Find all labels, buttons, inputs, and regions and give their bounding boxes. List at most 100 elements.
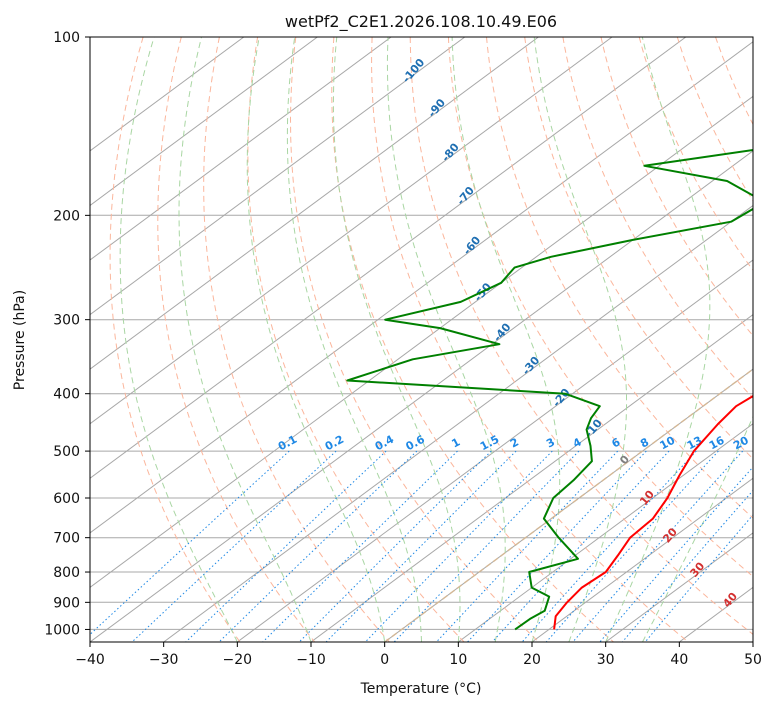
dry-adiabat: [109, 37, 241, 642]
x-axis-label: Temperature (°C): [360, 681, 482, 697]
mixing-ratio-label: 13: [685, 434, 705, 453]
adiabat-label: -80: [439, 140, 462, 164]
mixing-ratio-line: [185, 450, 387, 642]
x-tick-label: 40: [670, 652, 688, 668]
mixing-ratio-label: 0.6: [404, 433, 428, 454]
x-tick-label: 50: [744, 652, 762, 668]
mixing-ratio-line: [131, 450, 337, 642]
isotherm-line: [605, 532, 753, 642]
y-tick-label: 500: [53, 444, 80, 460]
x-tick-label: −20: [223, 652, 253, 668]
freezing-isotherm: [384, 368, 753, 642]
x-tick-label: 0: [380, 652, 389, 668]
mixing-ratio-label: 20: [731, 434, 751, 453]
isotherm-line: [90, 95, 753, 589]
mixing-ratio-label: 16: [707, 434, 727, 453]
mixing-ratio-label: 6: [610, 435, 623, 450]
mixing-ratio-line: [521, 450, 697, 642]
moist-adiabat: [386, 37, 506, 642]
y-tick-label: 200: [53, 208, 80, 224]
adiabat-label: -90: [425, 96, 448, 120]
adiabat-label: 0: [617, 453, 632, 467]
mixing-ratio-label: 0.1: [276, 433, 299, 454]
dry-adiabat: [447, 37, 753, 578]
mixing-ratio-label: 3: [544, 435, 557, 450]
adiabat-label: -30: [520, 354, 543, 378]
mixing-ratio-label: 8: [638, 435, 651, 450]
dry-adiabat: [289, 37, 540, 642]
dry-adiabat: [409, 37, 753, 635]
moist-adiabat: [119, 37, 238, 642]
dry-adiabat: [754, 37, 775, 642]
dry-adiabat: [486, 37, 753, 519]
isotherm-line: [163, 204, 753, 642]
dry-adiabat: [157, 37, 316, 642]
mixing-ratio-line: [218, 450, 418, 642]
mixing-ratio-line: [545, 450, 719, 642]
moist-adiabat: [533, 37, 628, 642]
isotherm-line: [531, 477, 753, 642]
mixing-ratio-line: [364, 450, 553, 642]
dry-adiabat: [524, 37, 753, 460]
chart-title: wetPf2_C2E1.2026.108.10.49.E06: [285, 12, 557, 32]
mixing-ratio-label: 0.2: [323, 433, 346, 454]
moist-adiabat: [642, 415, 753, 642]
dry-adiabat-lines: [109, 37, 775, 642]
moist-adiabat: [451, 37, 561, 642]
isotherm-line: [237, 259, 753, 642]
dry-adiabat: [203, 37, 390, 642]
mixing-ratio-line: [436, 450, 619, 642]
dry-adiabat: [371, 37, 689, 642]
mixing-ratio-label: 2: [508, 435, 521, 450]
mixing-ratio-label: 1.5: [478, 433, 501, 454]
isotherm-line: [90, 37, 539, 370]
y-tick-label: 300: [53, 313, 80, 329]
adiabat-label: -10: [582, 416, 605, 440]
mixing-ratio-line: [622, 489, 753, 642]
x-tick-label: −30: [149, 652, 179, 668]
y-tick-label: 100: [53, 30, 80, 46]
plot-frame: [89, 36, 754, 643]
mixing-ratio-label: 0.4: [373, 433, 397, 454]
dry-adiabat: [600, 37, 753, 337]
isotherm-lines: [90, 37, 753, 642]
temperature-profile-line: [553, 394, 753, 630]
mixing-ratio-line: [262, 450, 458, 642]
adiabat-label: 20: [660, 525, 680, 545]
mixing-ratio-line: [298, 450, 492, 642]
moist-adiabat: [178, 37, 312, 642]
moist-adiabat: [332, 37, 461, 642]
mixing-ratio-label: 1: [449, 435, 462, 450]
plot-area: 0.10.20.40.611.52346810131620253036 -100…: [90, 37, 775, 642]
isotherm-line: [679, 586, 753, 642]
y-tick-label: 1000: [44, 622, 80, 638]
x-tick-label: −10: [296, 652, 326, 668]
isotherm-line: [90, 150, 753, 642]
mixing-ratio-line: [325, 450, 517, 642]
mixing-ratio-line: [644, 514, 753, 642]
isotherm-line: [752, 641, 753, 642]
mixing-ratio-lines: [90, 450, 753, 642]
x-tick-label: −40: [75, 652, 105, 668]
isotherm-line: [90, 37, 318, 207]
y-tick-label: 900: [53, 595, 80, 611]
x-tick-label: 10: [449, 652, 467, 668]
mixing-ratio-line: [90, 450, 290, 636]
x-tick-label: 30: [597, 652, 615, 668]
isotherm-line: [90, 41, 753, 534]
mixing-ratio-label: 25: [756, 434, 775, 453]
dry-adiabat: [638, 37, 753, 272]
adiabat-label: -100: [400, 56, 428, 86]
y-tick-label: 600: [53, 491, 80, 507]
x-axis-ticks: −40 −30 −20 −10 0 10 20 30 40 50: [75, 642, 762, 668]
isotherm-line: [90, 37, 613, 425]
isotherm-line: [90, 37, 245, 152]
y-axis-label: Pressure (hPa): [12, 290, 28, 390]
moist-adiabat: [246, 37, 386, 642]
mixing-ratio-line: [572, 450, 744, 642]
profile-series: [346, 149, 753, 631]
adiabat-label: 40: [720, 590, 740, 610]
dry-adiabat: [331, 37, 614, 642]
